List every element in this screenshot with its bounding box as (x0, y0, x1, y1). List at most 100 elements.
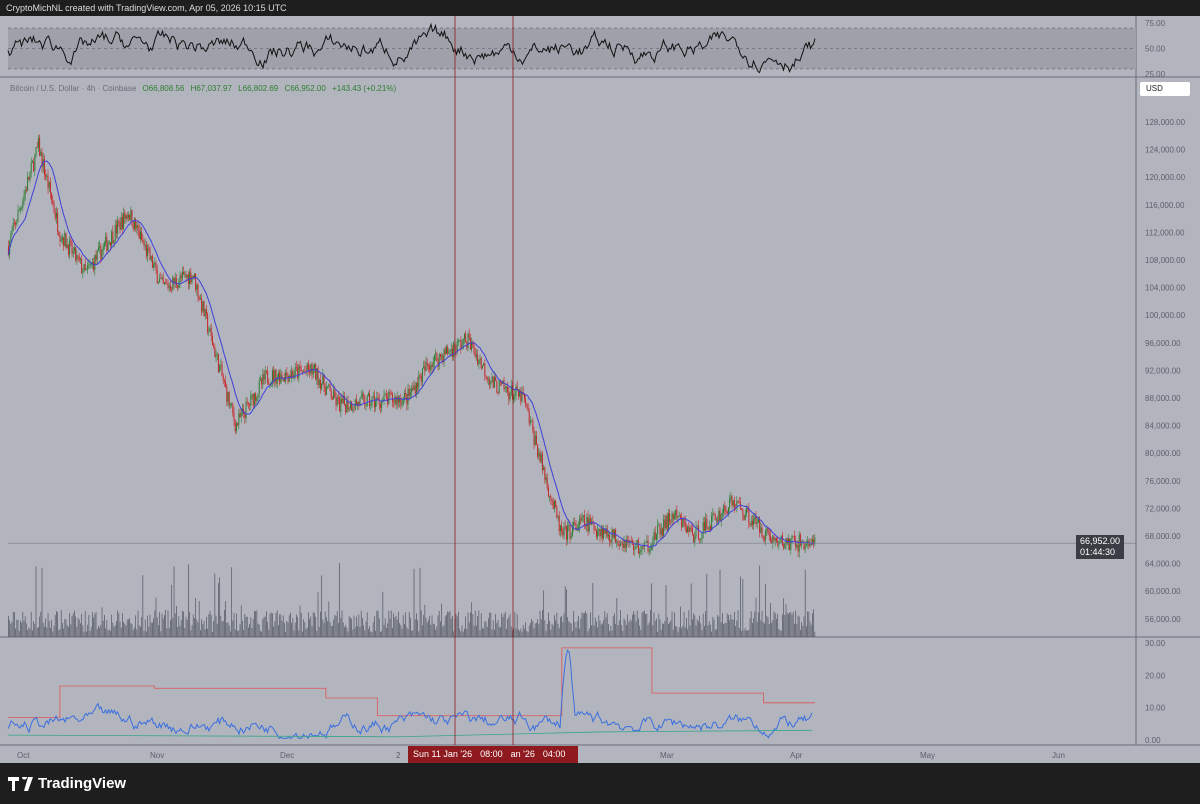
candle-body (199, 298, 201, 300)
time-axis-tick: Mar (660, 751, 674, 760)
volume-bar (394, 617, 396, 637)
candle-body (46, 175, 48, 177)
volume-bar (33, 621, 35, 637)
candle-body (779, 539, 781, 544)
volume-bar (213, 621, 215, 637)
volume-bar (587, 631, 589, 637)
candle-body (508, 392, 510, 400)
volume-bar (98, 626, 99, 637)
candle-body (561, 525, 563, 532)
volume-bar (708, 621, 710, 637)
candle-body (539, 452, 541, 462)
volume-bar (420, 610, 422, 637)
currency-button[interactable]: USD (1140, 82, 1190, 96)
volume-bar (564, 586, 566, 637)
volume-bar (731, 619, 733, 637)
volume-bar (63, 628, 65, 637)
volume-bar (412, 630, 414, 637)
candle-body (167, 283, 169, 288)
candle-body (97, 247, 99, 251)
volume-bar (156, 617, 158, 637)
candle-body (541, 454, 543, 471)
volume-bar (369, 626, 371, 637)
volume-bar (482, 628, 483, 637)
candle-body (467, 333, 469, 349)
volume-bar (584, 613, 585, 637)
candle-body (460, 340, 462, 349)
candle-body (558, 516, 560, 532)
volume-bar (82, 625, 84, 637)
volume-bar (14, 612, 15, 637)
candle-body (246, 402, 248, 403)
volume-bar (530, 622, 531, 637)
volume-bar (105, 628, 107, 637)
candle-body (757, 519, 759, 523)
volume-bar (357, 625, 359, 637)
candle-body (65, 232, 67, 248)
candle-body (575, 523, 577, 531)
candle-body (249, 403, 251, 406)
volume-bar (376, 610, 378, 637)
chart-area[interactable] (0, 16, 1200, 763)
volume-bar (113, 626, 115, 637)
price-axis-tick: 116,000.00 (1145, 201, 1185, 210)
volume-bar (256, 610, 258, 637)
candle-body (796, 545, 798, 547)
volume-bar (784, 614, 786, 637)
volume-bar (664, 621, 666, 637)
candle-body (643, 543, 645, 547)
volume-bar (572, 631, 573, 637)
volume-bar (208, 614, 210, 637)
volume-bar (59, 629, 61, 637)
volume-bar (494, 629, 495, 637)
bar-countdown: 01:44:30 (1080, 547, 1116, 557)
candle-body (417, 383, 419, 388)
volume-bar (658, 613, 660, 637)
candle-body (697, 526, 699, 540)
volume-bar (93, 617, 95, 637)
volume-bar (250, 617, 252, 637)
tradingview-logo[interactable]: TradingView (8, 775, 126, 792)
candle-body (471, 342, 473, 350)
volume-bar (209, 610, 211, 637)
candle-body (288, 375, 290, 382)
candle-body (126, 215, 128, 218)
volume-bar (162, 618, 164, 637)
candle-body (157, 282, 159, 284)
volume-bar (812, 613, 813, 637)
volume-bar (34, 623, 36, 637)
candle-body (93, 261, 95, 270)
volume-bar (581, 612, 583, 637)
volume-bar (774, 613, 776, 637)
candle-body (255, 393, 257, 401)
volume-bar (274, 621, 276, 637)
volume-bar (794, 623, 795, 637)
volume-bar (177, 627, 179, 637)
candle-body (40, 151, 42, 156)
volume-bar (422, 625, 423, 637)
candle-body (58, 231, 60, 237)
volume-bar (726, 613, 728, 637)
candle-body (78, 256, 80, 260)
candle-body (162, 277, 164, 284)
candle-body (814, 537, 816, 543)
candle-body (144, 245, 146, 246)
candle-body (384, 394, 386, 396)
volume-bar (29, 628, 31, 637)
volume-bar (260, 630, 261, 637)
volume-bar (485, 621, 487, 637)
volume-bar (270, 612, 272, 637)
candle-body (708, 526, 710, 529)
candle-body (450, 348, 452, 351)
volume-bar (528, 625, 530, 637)
volume-bar (322, 619, 324, 637)
candle-body (408, 389, 410, 396)
volume-bar (215, 615, 217, 637)
candle-body (735, 506, 737, 508)
volume-bar (716, 629, 717, 637)
volume-bar (590, 612, 591, 637)
candle-body (537, 444, 539, 457)
volume-bar (736, 620, 738, 637)
candle-body (622, 542, 624, 548)
